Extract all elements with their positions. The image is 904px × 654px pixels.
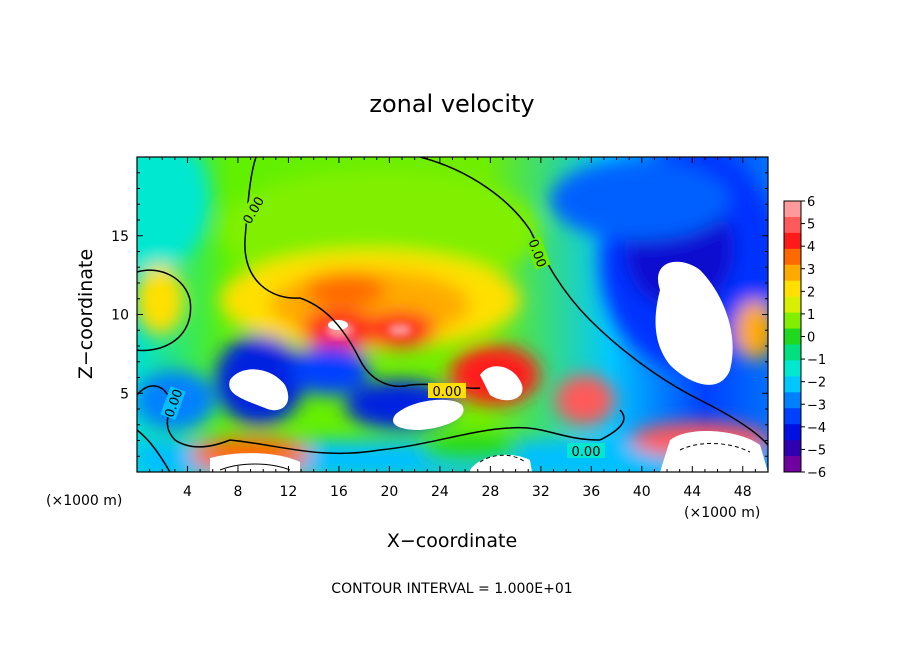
colorbar: 6 5 4 3 2 1 0 −1 −2 −3 −4 −5 −6 [783, 195, 826, 481]
x-unit-right: (×1000 m) [684, 505, 760, 521]
colorbar-swatch [784, 360, 801, 377]
colorbar-swatch [784, 328, 801, 345]
contour-labels: 0.00 0.00 0.00 0.00 0.00 [160, 193, 605, 460]
x-tick-label: 36 [582, 484, 600, 500]
colorbar-swatch [784, 344, 801, 361]
colorbar-swatch [784, 408, 801, 425]
x-tick-label: 40 [633, 484, 651, 500]
velocity-field [137, 157, 768, 472]
colorbar-tick-label: 6 [807, 195, 815, 210]
y-axis-label: Z−coordinate [75, 249, 97, 379]
colorbar-tick-label: 5 [807, 218, 815, 233]
colorbar-swatch [784, 248, 801, 266]
colorbar-tick-label: −1 [807, 353, 826, 368]
colorbar-swatch [784, 232, 801, 250]
colorbar-swatch [784, 456, 801, 473]
x-tick-label: 44 [683, 484, 701, 500]
colorbar-tick-label: −5 [807, 443, 826, 458]
colorbar-swatch [784, 312, 801, 330]
colorbar-swatch [784, 216, 801, 234]
x-tick-label: 8 [233, 484, 242, 500]
colorbar-tick-label: 4 [807, 240, 815, 255]
colorbar-tick-label: 2 [807, 285, 815, 300]
colorbar-tick-label: 3 [807, 263, 815, 278]
colorbar-tick-label: −3 [807, 398, 826, 413]
x-tick-label: 20 [380, 484, 398, 500]
contour-label: 0.00 [433, 385, 462, 400]
colorbar-tick-label: −2 [807, 376, 826, 391]
y-axis: 5 10 15 [111, 172, 768, 457]
colorbar-swatch [784, 392, 801, 409]
colorbar-swatch [784, 280, 801, 298]
x-tick-label: 28 [481, 484, 499, 500]
colorbar-swatch [784, 264, 801, 282]
contour-label: 0.00 [572, 445, 601, 460]
colorbar-swatch [784, 201, 801, 218]
colorbar-tick-label: 1 [807, 308, 815, 323]
chart-title: zonal velocity [369, 90, 534, 118]
y-tick-label: 5 [120, 386, 129, 402]
x-tick-label: 16 [330, 484, 348, 500]
colorbar-tick-label: −4 [807, 421, 826, 436]
colorbar-swatch [784, 440, 801, 457]
y-tick-label: 10 [111, 308, 129, 324]
x-axis-label: X−coordinate [387, 530, 517, 552]
colorbar-swatch [784, 376, 801, 393]
x-tick-label: 48 [734, 484, 752, 500]
colorbar-tick-label: −6 [807, 466, 826, 481]
colorbar-tick-label: 0 [807, 331, 815, 346]
colorbar-swatch [784, 424, 801, 441]
y-tick-label: 15 [111, 229, 129, 245]
x-axis: 4 8 12 16 20 24 28 32 36 40 44 48 [149, 157, 756, 500]
x-tick-label: 24 [431, 484, 449, 500]
x-tick-label: 32 [532, 484, 550, 500]
x-tick-label: 4 [183, 484, 192, 500]
x-tick-label: 12 [280, 484, 298, 500]
dashed-contours [479, 442, 751, 463]
colorbar-swatch [784, 296, 801, 314]
x-unit-left: (×1000 m) [46, 493, 122, 509]
contour-interval-note: CONTOUR INTERVAL = 1.000E+01 [331, 581, 572, 597]
